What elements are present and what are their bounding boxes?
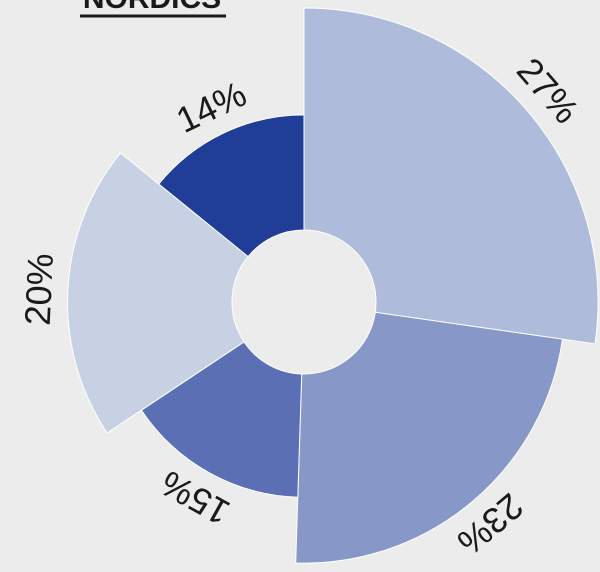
segment <box>158 114 305 258</box>
value-label: 20% <box>17 252 61 326</box>
segment <box>140 341 303 498</box>
segment <box>295 311 564 564</box>
segment <box>303 7 599 345</box>
chart-title: NORDICS <box>83 0 221 15</box>
segment <box>67 152 249 434</box>
